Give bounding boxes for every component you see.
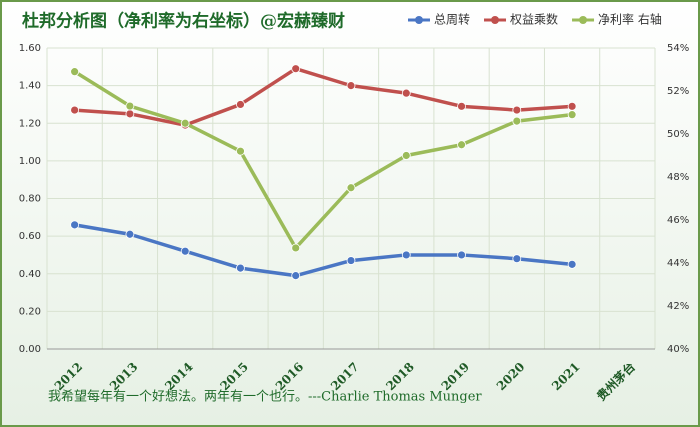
point: [125, 109, 135, 119]
point: [567, 101, 577, 111]
point: [291, 271, 301, 281]
y-tick-label: 1.00: [19, 156, 41, 167]
y2-tick-label: 46%: [667, 215, 689, 226]
point: [291, 243, 301, 253]
point: [180, 246, 190, 256]
chart-title: 杜邦分析图（净利率为右坐标）@宏赫臻财: [22, 11, 345, 32]
y-tick-label: 0.80: [19, 194, 41, 205]
legend-label: 总周转: [434, 12, 470, 27]
point: [567, 259, 577, 269]
y-tick-label: 0.00: [19, 344, 41, 355]
legend-marker: [579, 16, 588, 24]
y2-tick-label: 42%: [667, 301, 689, 312]
y-tick-label: 0.60: [19, 231, 41, 242]
point: [346, 81, 356, 91]
series-line: [74, 223, 573, 278]
point: [346, 183, 356, 193]
legend-label: 权益乘数: [510, 12, 558, 27]
point: [512, 116, 522, 126]
point: [346, 256, 356, 265]
point: [70, 220, 80, 230]
point: [567, 110, 577, 120]
point: [512, 254, 522, 264]
point: [236, 146, 245, 156]
point: [401, 88, 411, 98]
series-line: [73, 70, 573, 250]
point: [401, 151, 411, 160]
point: [180, 118, 190, 128]
y-tick-label: 0.40: [19, 269, 41, 280]
point: [457, 140, 466, 150]
point: [236, 100, 245, 109]
y-tick-label: 1.20: [19, 118, 41, 129]
legend-marker: [491, 16, 500, 24]
y2-tick-label: 50%: [667, 129, 689, 140]
y2-tick-label: 54%: [667, 43, 689, 54]
point: [291, 64, 301, 74]
y-tick-label: 1.60: [19, 43, 41, 54]
point: [401, 250, 411, 260]
legend-label: 净利率 右轴: [598, 12, 662, 27]
point: [457, 250, 466, 260]
legend-marker: [415, 16, 423, 24]
point: [125, 229, 135, 239]
point: [512, 105, 522, 115]
annotation: 我希望每年有一个好想法。两年有一个也行。---Charlie Thomas Mu…: [48, 389, 482, 405]
y-tick-label: 1.40: [19, 81, 41, 92]
point: [70, 105, 80, 115]
y2-tick-label: 40%: [667, 344, 689, 355]
point: [236, 263, 245, 273]
y2-tick-label: 48%: [667, 172, 689, 183]
y-tick-label: 0.20: [19, 306, 41, 317]
point: [70, 67, 80, 77]
y2-tick-label: 44%: [667, 258, 689, 269]
point: [125, 101, 135, 111]
series-line: [74, 66, 573, 127]
y2-tick-label: 52%: [667, 86, 689, 97]
point: [457, 101, 466, 111]
